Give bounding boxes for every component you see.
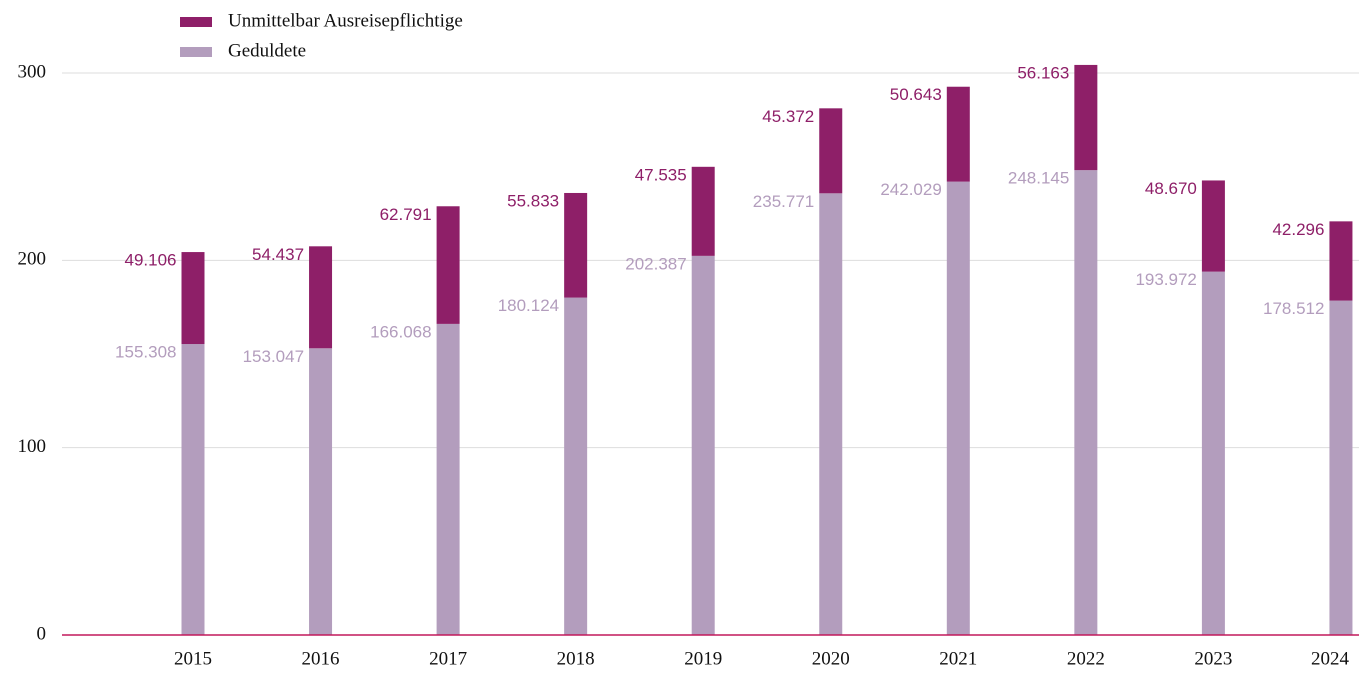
bar-segment (819, 108, 843, 194)
y-tick-label: 0 (37, 623, 47, 644)
data-label: 166.068 (370, 322, 431, 341)
x-tick-label: 2024 (1311, 648, 1350, 669)
data-label: 45.372 (762, 107, 814, 126)
bar-segment (564, 192, 588, 298)
data-label: 48.670 (1145, 179, 1197, 198)
bar-segment (1201, 180, 1225, 272)
legend-swatch (180, 47, 212, 57)
bar-segment (309, 348, 333, 635)
data-label: 55.833 (507, 191, 559, 210)
x-tick-label: 2017 (429, 648, 467, 669)
y-tick-label: 300 (18, 61, 47, 82)
bar-segment (181, 252, 205, 345)
data-label: 193.972 (1135, 270, 1196, 289)
data-label: 47.535 (635, 165, 687, 184)
bar-segment (691, 255, 715, 635)
legend-swatch (180, 17, 212, 27)
data-label: 178.512 (1263, 299, 1324, 318)
data-label: 155.308 (115, 343, 176, 362)
data-label: 42.296 (1272, 220, 1324, 239)
x-tick-label: 2019 (684, 648, 722, 669)
bar-segment (436, 323, 460, 635)
data-label: 49.106 (125, 251, 177, 270)
data-label: 202.387 (625, 254, 686, 273)
y-tick-label: 200 (18, 249, 47, 270)
bar-segment (819, 193, 843, 635)
data-label: 62.791 (380, 205, 432, 224)
bar-segment (309, 246, 333, 349)
bar-segment (1074, 170, 1098, 635)
x-tick-label: 2021 (939, 648, 977, 669)
x-tick-label: 2016 (302, 648, 340, 669)
bar-segment (1329, 221, 1353, 301)
x-tick-label: 2023 (1194, 648, 1232, 669)
data-label: 180.124 (498, 296, 559, 315)
legend-label: Geduldete (228, 40, 306, 61)
bar-segment (691, 166, 715, 256)
bar-segment (946, 181, 970, 635)
y-tick-label: 100 (18, 436, 47, 457)
x-tick-label: 2022 (1067, 648, 1105, 669)
data-label: 242.029 (880, 180, 941, 199)
bar-segment (564, 297, 588, 635)
bar-segment (1201, 271, 1225, 635)
bar-segment (946, 86, 970, 182)
data-label: 50.643 (890, 85, 942, 104)
data-label: 235.771 (753, 192, 814, 211)
data-label: 153.047 (243, 347, 304, 366)
bar-segment (1074, 64, 1098, 171)
x-tick-label: 2015 (174, 648, 212, 669)
bar-segment (1329, 300, 1353, 635)
bar-segment (181, 344, 205, 635)
legend-label: Unmittelbar Ausreisepflichtige (228, 10, 463, 31)
x-tick-label: 2020 (812, 648, 850, 669)
data-label: 56.163 (1017, 63, 1069, 82)
data-label: 248.145 (1008, 169, 1069, 188)
data-label: 54.437 (252, 245, 304, 264)
x-tick-label: 2018 (557, 648, 595, 669)
bar-segment (436, 206, 460, 324)
